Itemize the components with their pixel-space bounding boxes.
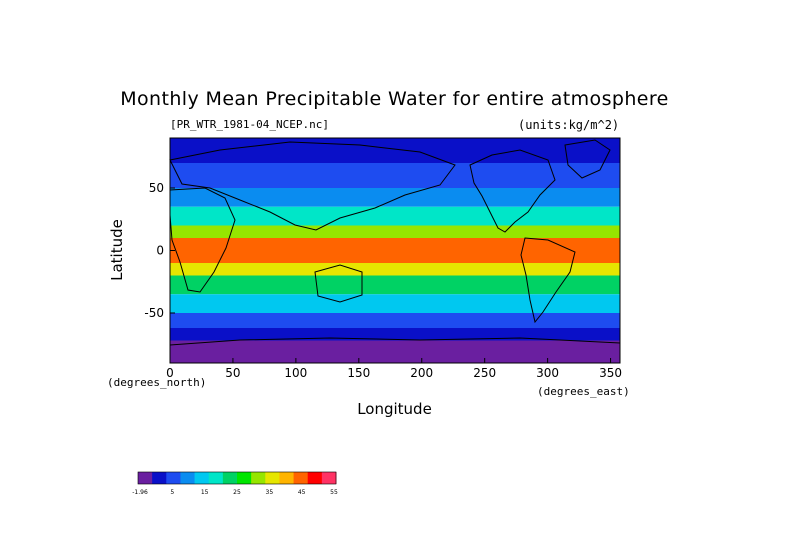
colorbar-swatch xyxy=(138,472,153,484)
colorbar-swatch xyxy=(194,472,210,484)
y-unit-label: (degrees_north) xyxy=(107,376,207,389)
y-tick-label: -50 xyxy=(144,306,164,320)
lat-band-9 xyxy=(170,313,620,328)
x-tick-label: 0 xyxy=(166,366,174,380)
x-tick-label: 50 xyxy=(225,366,240,380)
x-axis-label: Longitude xyxy=(357,400,432,418)
x-tick-label: 150 xyxy=(347,366,370,380)
x-tick-label: 250 xyxy=(473,366,496,380)
lat-band-11 xyxy=(170,340,620,363)
australia-outline xyxy=(314,264,363,303)
south-america-outline xyxy=(520,237,576,324)
x-tick-label: 100 xyxy=(284,366,307,380)
lat-band-3 xyxy=(170,206,620,226)
colorbar-label: 25 xyxy=(233,489,241,496)
colorbar-swatch xyxy=(222,472,238,484)
x-unit-label: (degrees_east) xyxy=(537,385,630,398)
colorbar-label: -1.96 xyxy=(132,489,148,496)
eurasia-outline xyxy=(169,141,456,231)
colorbar-swatch xyxy=(180,472,196,484)
colorbar-swatch xyxy=(152,472,167,484)
colorbar-frame xyxy=(137,471,337,485)
colorbar-swatch xyxy=(279,472,295,484)
colorbar-label: 15 xyxy=(201,489,209,496)
x-tick-label: 300 xyxy=(536,366,559,380)
colorbar-label: 55 xyxy=(330,489,338,496)
y-tick-label: 50 xyxy=(149,181,164,195)
y-tick-label: 0 xyxy=(156,244,164,258)
lat-band-0 xyxy=(170,138,620,163)
units-label: (units:kg/m^2) xyxy=(518,118,620,132)
colorbar-swatch xyxy=(251,472,266,484)
colorbar-swatch xyxy=(321,472,337,484)
colorbar-swatch xyxy=(166,472,181,484)
colorbar-swatch xyxy=(208,472,224,484)
colorbar-swatch xyxy=(293,472,309,484)
lat-band-8 xyxy=(170,294,620,313)
colorbar-swatch xyxy=(265,472,280,484)
lat-band-2 xyxy=(170,188,620,207)
colorbar-label: 35 xyxy=(266,489,274,496)
greenland-outline xyxy=(564,139,611,179)
africa-outline xyxy=(169,187,236,293)
file-label: [PR_WTR_1981-04_NCEP.nc] xyxy=(170,118,329,131)
colorbar-swatch xyxy=(307,472,323,484)
north-america-outline xyxy=(469,149,556,233)
colorbar-label: 5 xyxy=(170,489,174,496)
chart-title: Monthly Mean Precipitable Water for enti… xyxy=(120,88,669,110)
colorbar-label: 45 xyxy=(298,489,306,496)
lat-band-7 xyxy=(170,275,620,295)
antarctica-outline xyxy=(169,337,621,346)
lat-band-10 xyxy=(170,328,620,341)
continent-outlines xyxy=(169,139,621,346)
lat-band-4 xyxy=(170,225,620,238)
precipitable-water-map xyxy=(170,138,620,363)
colorbar-swatch xyxy=(237,472,252,484)
axis-ticks: 0 50 100 150 200 250 300 350 -50 0 50 xyxy=(144,181,622,380)
x-tick-label: 350 xyxy=(599,366,622,380)
lat-band-1 xyxy=(170,163,620,188)
lat-band-5 xyxy=(170,238,620,263)
x-tick-label: 200 xyxy=(410,366,433,380)
colorbar: -1.96 5 15 25 35 45 55 xyxy=(132,471,338,496)
lat-band-6 xyxy=(170,263,620,276)
